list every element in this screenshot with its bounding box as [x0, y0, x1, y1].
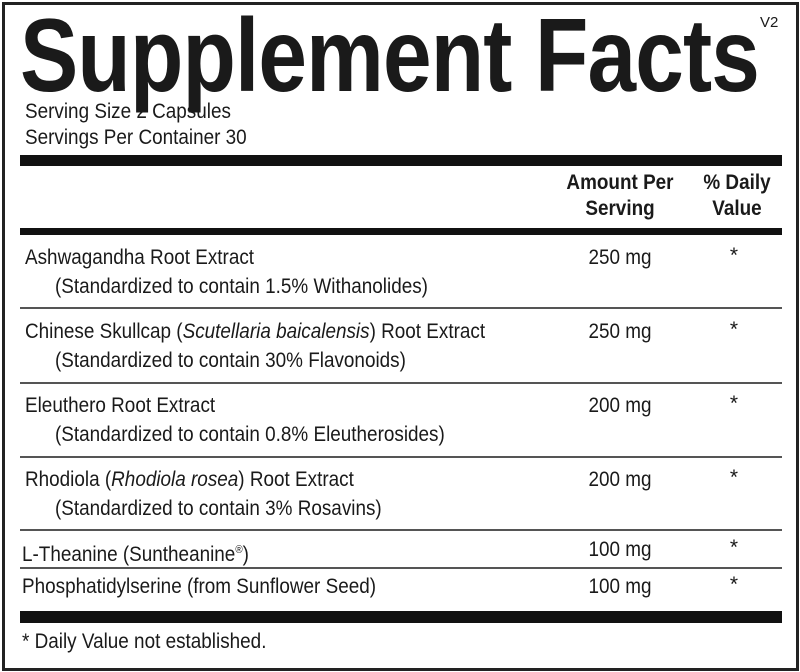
latin-name: Rhodiola rosea — [111, 468, 239, 491]
amount-header: Amount Per Serving — [566, 170, 674, 222]
ingredient-name: Eleuthero Root Extract — [25, 394, 216, 417]
footnote: * Daily Value not established. — [22, 630, 267, 653]
dv-header-line2: Value — [712, 197, 762, 220]
ingredient-amount: 100 mg — [588, 575, 652, 598]
ingredient-dv: * — [729, 536, 739, 559]
dv-header: % Daily Value — [697, 170, 778, 222]
name-part: ) Root Extract — [238, 468, 354, 491]
name-part: L-Theanine (Suntheanine — [22, 543, 236, 566]
ingredient-dv: * — [729, 573, 739, 596]
ingredient-amount: 250 mg — [588, 246, 652, 269]
ingredient-dv: * — [729, 244, 739, 267]
ingredient-standardization: (Standardized to contain 3% Rosavins) — [55, 497, 382, 520]
name-part: ) — [242, 543, 249, 566]
row-divider — [20, 529, 782, 531]
servings-per-container: Servings Per Container 30 — [25, 126, 247, 149]
ingredient-amount: 100 mg — [588, 538, 652, 561]
ingredient-amount: 200 mg — [588, 468, 652, 491]
ingredient-standardization: (Standardized to contain 1.5% Withanolid… — [55, 275, 428, 298]
registered-mark: ® — [235, 544, 243, 556]
ingredient-amount: 250 mg — [588, 320, 652, 343]
ingredient-name: Rhodiola (Rhodiola rosea) Root Extract — [25, 467, 354, 493]
row-divider — [20, 307, 782, 309]
ingredient-standardization: (Standardized to contain 30% Flavonoids) — [55, 349, 406, 372]
dv-header-line1: % Daily — [703, 171, 771, 194]
ingredient-name: L-Theanine (Suntheanine®) — [22, 537, 249, 568]
ingredient-name: Ashwagandha Root Extract — [25, 246, 255, 269]
row-divider — [20, 456, 782, 458]
amount-header-line1: Amount Per — [566, 171, 674, 194]
ingredient-standardization: (Standardized to contain 0.8% Eleutheros… — [55, 423, 445, 446]
serving-size: Serving Size 2 Capsules — [25, 100, 231, 123]
ingredient-dv: * — [729, 392, 739, 415]
ingredient-dv: * — [729, 466, 739, 489]
name-part: Rhodiola ( — [25, 468, 112, 491]
row-divider — [20, 382, 782, 384]
latin-name: Scutellaria baicalensis — [182, 320, 370, 343]
ingredient-dv: * — [729, 318, 739, 341]
version-label: V2 — [760, 14, 779, 31]
ingredient-name: Phosphatidylserine (from Sunflower Seed) — [22, 575, 377, 598]
label-title: Supplement Facts — [20, 0, 760, 114]
amount-header-line2: Serving — [585, 197, 655, 220]
thick-divider — [20, 155, 782, 166]
row-divider — [20, 567, 782, 569]
thick-divider — [20, 611, 782, 623]
ingredient-name: Chinese Skullcap (Scutellaria baicalensi… — [25, 319, 485, 345]
name-part: Chinese Skullcap ( — [25, 320, 183, 343]
ingredient-amount: 200 mg — [588, 394, 652, 417]
medium-divider — [20, 228, 782, 235]
name-part: ) Root Extract — [369, 320, 486, 343]
